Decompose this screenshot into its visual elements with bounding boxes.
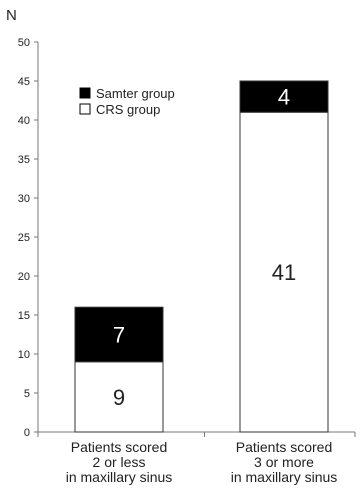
legend-label: CRS group <box>96 102 160 117</box>
bar-segment-crs <box>74 361 164 433</box>
legend-label: Samter group <box>96 86 175 101</box>
category-label: Patients scored <box>236 439 333 455</box>
y-tick-label: 35 <box>18 154 30 166</box>
y-tick-label: 10 <box>18 349 30 361</box>
category-label: in maxillary sinus <box>231 469 338 485</box>
y-tick-label: 50 <box>18 37 30 49</box>
category-label: 3 or more <box>254 454 314 470</box>
data-label: 4 <box>278 85 290 110</box>
y-tick-label: 40 <box>18 115 30 127</box>
data-labels: 9 7 41 4 <box>113 85 296 410</box>
y-tick-label: 15 <box>18 310 30 322</box>
y-tick-label: 0 <box>24 427 30 439</box>
category-label: 2 or less <box>93 454 146 470</box>
bar-segment-samter <box>239 80 329 113</box>
legend-swatch <box>79 103 91 115</box>
bar-segment-samter <box>74 306 164 363</box>
y-tick-label: 5 <box>24 388 30 400</box>
legend-swatch <box>79 87 91 99</box>
data-label: 7 <box>113 323 125 348</box>
y-tick-label: 20 <box>18 271 30 283</box>
data-label: 41 <box>272 260 296 285</box>
y-tick-label: 25 <box>18 232 30 244</box>
category-label: Patients scored <box>71 439 168 455</box>
bar-segment-crs <box>239 111 329 433</box>
category-label: in maxillary sinus <box>66 469 173 485</box>
y-tick-label: 30 <box>18 193 30 205</box>
data-label: 9 <box>113 385 125 410</box>
bars <box>74 80 329 433</box>
y-axis-title: N <box>6 7 17 24</box>
y-tick-label: 45 <box>18 76 30 88</box>
